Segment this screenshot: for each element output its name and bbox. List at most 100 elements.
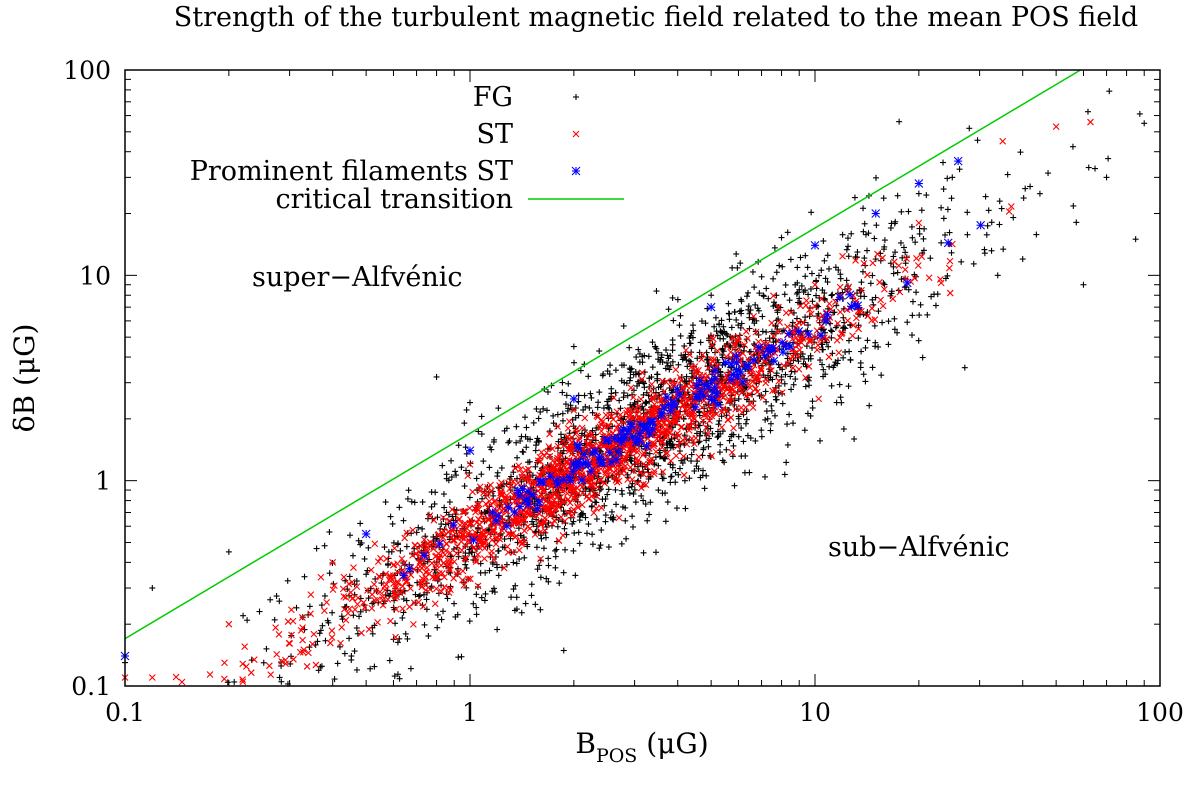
data-point-fg — [655, 384, 662, 391]
data-point-fg — [779, 263, 786, 270]
data-point-fg — [927, 255, 934, 262]
data-point-fg — [858, 348, 865, 355]
data-point-fg — [681, 432, 688, 439]
data-point-fg — [948, 249, 955, 256]
data-point-fg — [676, 465, 683, 472]
data-point-fg — [357, 520, 364, 527]
data-point-fg — [605, 544, 612, 551]
data-point-prominent-filaments-st — [754, 343, 764, 352]
data-point-prominent-filaments-st — [642, 441, 651, 451]
data-point-fg — [837, 271, 844, 278]
data-point-fg — [676, 322, 683, 329]
data-point-st — [206, 671, 214, 678]
data-point-fg — [455, 654, 462, 661]
data-point-prominent-filaments-st — [777, 338, 787, 348]
data-point-fg — [915, 190, 922, 197]
data-point-fg — [463, 565, 470, 572]
data-point-fg — [666, 366, 673, 373]
data-point-fg — [896, 118, 903, 125]
data-point-fg — [463, 406, 470, 413]
data-point-st — [307, 591, 315, 599]
data-point-fg — [835, 266, 842, 273]
data-point-fg — [964, 231, 971, 238]
data-point-fg — [825, 343, 832, 350]
data-point-fg — [723, 330, 730, 337]
data-point-st — [377, 554, 384, 562]
data-point-prominent-filaments-st — [640, 422, 649, 432]
data-point-fg — [956, 166, 963, 173]
data-point-fg — [786, 297, 793, 304]
data-point-fg — [932, 302, 939, 309]
data-point-fg — [1085, 164, 1092, 171]
data-point-fg — [441, 504, 448, 511]
data-point-st — [543, 449, 551, 456]
data-point-fg — [600, 405, 607, 412]
data-point-fg — [576, 517, 583, 524]
data-point-fg — [452, 468, 459, 475]
legend-symbol-prominent-filaments-st — [571, 166, 581, 176]
data-point-fg — [444, 595, 451, 602]
data-point-fg — [263, 645, 270, 652]
data-point-fg — [575, 529, 582, 536]
data-point-fg — [1106, 88, 1113, 95]
data-point-fg — [855, 335, 862, 342]
data-point-fg — [372, 575, 379, 582]
data-point-st — [409, 621, 417, 628]
data-point-prominent-filaments-st — [738, 377, 748, 387]
data-point-fg — [664, 499, 671, 506]
data-point-fg — [462, 561, 469, 568]
data-point-st — [323, 599, 331, 606]
data-point-fg — [334, 660, 341, 667]
data-point-prominent-filaments-st — [568, 466, 578, 476]
data-point-prominent-filaments-st — [914, 179, 924, 188]
legend-entry-fg: FG — [473, 82, 579, 113]
data-point-fg — [744, 432, 751, 439]
data-point-fg — [353, 578, 360, 585]
data-point-st — [742, 328, 750, 335]
data-point-fg — [560, 447, 567, 454]
data-point-prominent-filaments-st — [419, 551, 429, 561]
series-fg — [122, 88, 1148, 687]
data-point-st — [946, 289, 954, 297]
data-point-fg — [693, 463, 700, 470]
data-point-prominent-filaments-st — [577, 475, 587, 485]
data-point-fg — [762, 388, 769, 395]
data-point-st — [431, 600, 439, 608]
data-point-fg — [779, 400, 786, 407]
data-point-fg — [482, 590, 489, 597]
data-point-fg — [405, 487, 412, 494]
data-point-fg — [478, 471, 485, 478]
data-point-st — [518, 473, 526, 481]
data-point-st — [409, 526, 417, 534]
data-point-st — [559, 532, 567, 539]
data-point-fg — [1036, 190, 1043, 197]
data-point-st — [328, 627, 336, 635]
data-point-fg — [940, 186, 947, 193]
data-point-prominent-filaments-st — [760, 351, 770, 361]
data-point-fg — [715, 421, 722, 428]
data-point-st — [901, 266, 909, 273]
data-point-fg — [341, 650, 348, 657]
data-point-fg — [1092, 165, 1099, 172]
data-point-fg — [404, 495, 411, 502]
data-point-fg — [306, 644, 313, 651]
data-point-fg — [443, 471, 450, 478]
data-point-fg — [771, 244, 778, 251]
data-point-fg — [829, 291, 836, 298]
data-point-st — [399, 605, 407, 613]
data-point-fg — [495, 547, 502, 554]
data-point-fg — [803, 343, 810, 350]
data-point-fg — [565, 380, 572, 387]
data-point-fg — [411, 499, 418, 506]
annotation-sub-alfvenic: sub−Alfvénic — [828, 532, 1010, 563]
data-point-fg — [381, 544, 388, 551]
y-tick-label: 100 — [63, 56, 111, 85]
data-point-fg — [862, 378, 869, 385]
data-point-fg — [667, 479, 674, 486]
data-point-st — [718, 423, 726, 431]
data-point-fg — [652, 343, 659, 350]
data-point-fg — [567, 514, 574, 521]
data-point-st — [672, 366, 680, 374]
data-point-fg — [944, 206, 951, 213]
data-point-prominent-filaments-st — [635, 429, 645, 438]
